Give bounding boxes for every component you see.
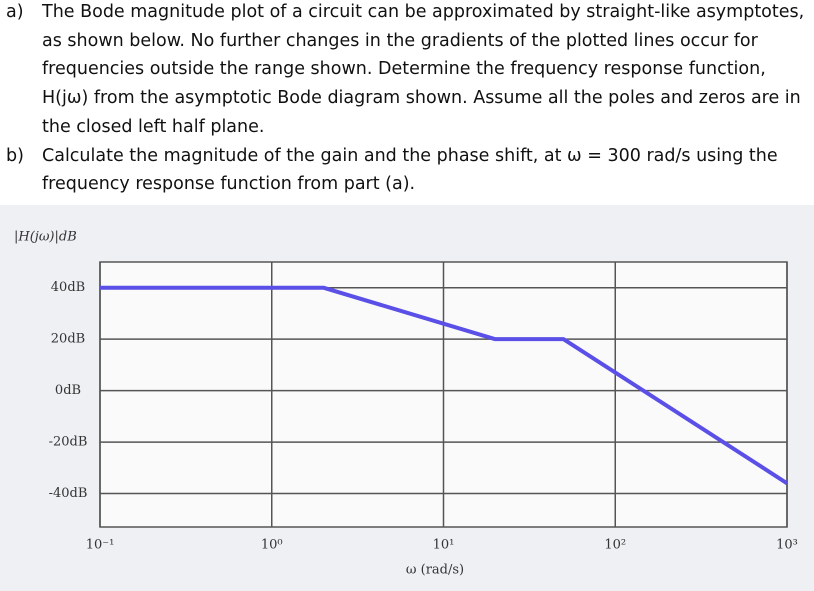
magnitude-line (100, 285, 789, 485)
question-line: H(jω) from the asymptotic Bode diagram s… (42, 88, 801, 109)
y-tick-label: -20dB (49, 435, 88, 450)
bode-chart: |H(jω)|dB ω (rad/s) 40dB 20dB 0dB -20dB -40d… (0, 205, 814, 591)
question-line: the closed left half plane. (42, 116, 265, 137)
y-tick-label: -40dB (49, 486, 88, 501)
x-axis-label: ω (rad/s) (406, 563, 464, 578)
x-tick-label: 10¹ (433, 538, 455, 553)
x-tick-label: 10² (604, 538, 626, 553)
x-tick-label: 10³ (776, 538, 798, 553)
question-label: a) (6, 2, 24, 22)
question-line: The Bode magnitude plot of a circuit can… (42, 2, 805, 22)
x-tick-label: 10⁻¹ (86, 538, 115, 553)
question-line: as shown below. No further changes in th… (42, 30, 758, 51)
y-tick-label: 20dB (51, 332, 85, 347)
question-line: frequencies outside the range shown. Det… (42, 59, 766, 80)
y-tick-label: 0dB (55, 383, 81, 398)
question-label: b) (6, 145, 24, 166)
question-line: frequency response function from part (a… (42, 174, 416, 195)
question-line: Calculate the magnitude of the gain and … (42, 145, 778, 166)
y-tick-label: 40dB (51, 280, 85, 295)
y-axis-label: |H(jω)|dB (14, 230, 77, 245)
x-tick-label: 10⁰ (261, 538, 283, 553)
